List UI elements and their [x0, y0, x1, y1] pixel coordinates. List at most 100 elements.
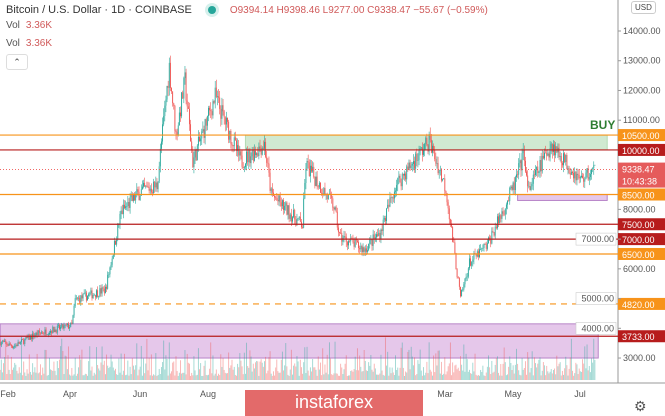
- candle-body: [287, 205, 289, 215]
- candle-body: [404, 173, 405, 176]
- candle-body: [437, 163, 439, 174]
- candle-body: [134, 193, 136, 201]
- candle-body: [492, 231, 494, 233]
- volume-bar: [554, 368, 556, 380]
- candle-body: [425, 137, 427, 145]
- volume-bar: [119, 372, 121, 380]
- volume-bar: [51, 370, 53, 380]
- candle-body: [153, 181, 155, 193]
- volume-bar: [256, 360, 258, 380]
- candle-body: [279, 195, 281, 203]
- candle-body: [376, 234, 377, 238]
- volume-bar: [499, 375, 501, 380]
- y-tick-label: 3000.00: [623, 353, 656, 363]
- volume-bar: [60, 346, 62, 380]
- volume-bar: [336, 373, 338, 380]
- volume-bar: [346, 375, 348, 380]
- volume-bar: [208, 374, 209, 380]
- candle-body: [92, 294, 94, 299]
- symbol-title[interactable]: Bitcoin / U.S. Dollar · 1D · COINBASE: [6, 4, 192, 16]
- candle-body: [448, 208, 450, 220]
- candle-body: [304, 182, 306, 199]
- volume-bar: [507, 374, 508, 380]
- currency-button[interactable]: USD: [631, 1, 656, 14]
- volume-bar: [364, 360, 366, 380]
- volume-bar: [104, 374, 106, 380]
- volume-bar: [152, 375, 153, 380]
- volume-bar: [97, 365, 99, 380]
- candle-body: [528, 185, 530, 187]
- volume-bar: [224, 372, 226, 380]
- candle-body: [333, 207, 335, 210]
- candle-body: [83, 292, 85, 295]
- candle-body: [435, 158, 437, 164]
- volume-bar: [8, 369, 10, 380]
- collapse-legend-button[interactable]: ⌃: [6, 54, 28, 70]
- candle-body: [250, 156, 252, 164]
- volume-bar: [92, 375, 94, 380]
- volume-bar: [201, 375, 203, 380]
- volume-bar: [574, 373, 576, 380]
- candle-body: [295, 219, 297, 226]
- candle-body: [510, 186, 512, 189]
- candle-body: [546, 152, 548, 156]
- candle-body: [551, 143, 553, 152]
- volume-bar: [572, 370, 573, 380]
- candle-body: [175, 130, 177, 132]
- volume-bar: [138, 369, 140, 380]
- candle-body: [464, 278, 466, 285]
- candle-body: [550, 143, 552, 149]
- volume-bar: [343, 369, 345, 380]
- market-status-icon: [207, 6, 216, 14]
- volume-bar: [337, 375, 339, 380]
- volume-bar: [252, 363, 254, 380]
- last-price-bg: [618, 162, 665, 188]
- candle-body: [427, 145, 429, 152]
- volume-bar: [147, 370, 149, 380]
- volume-bar: [479, 375, 480, 380]
- candle-body: [100, 288, 102, 294]
- gear-icon[interactable]: ⚙: [634, 398, 647, 414]
- volume-bar: [190, 375, 192, 380]
- candle-body: [498, 216, 500, 223]
- volume-bar: [496, 356, 498, 380]
- candle-body: [362, 247, 364, 253]
- volume-bar: [34, 367, 36, 380]
- volume-bar: [432, 375, 433, 380]
- volume-bar: [40, 364, 41, 380]
- volume-bar: [328, 342, 330, 380]
- volume-bar: [167, 375, 169, 380]
- volume-bar: [99, 370, 101, 380]
- volume-bar: [181, 373, 183, 380]
- candle-body: [177, 125, 179, 135]
- candle-body: [519, 160, 521, 164]
- volume-bar: [64, 355, 66, 380]
- volume-bar: [122, 370, 124, 380]
- candle-body: [418, 149, 420, 161]
- candle-body: [160, 141, 162, 149]
- volume-bar: [398, 375, 400, 380]
- volume-bar: [52, 370, 54, 380]
- volume-bar: [533, 357, 535, 380]
- volume-bar: [391, 367, 393, 380]
- candle-body: [359, 248, 361, 250]
- candle-body: [182, 92, 184, 99]
- volume-bar: [567, 375, 569, 380]
- volume-bar: [307, 370, 309, 380]
- candle-body: [433, 145, 435, 151]
- candle-body: [140, 189, 142, 196]
- candle-body: [199, 136, 200, 142]
- volume-bar: [576, 364, 578, 380]
- level-label: 10000.00: [622, 146, 660, 156]
- volume-bar: [312, 359, 314, 380]
- candle-body: [527, 175, 529, 187]
- candle-body: [368, 243, 370, 251]
- candle-body: [420, 147, 422, 149]
- volume-bar: [381, 370, 383, 380]
- volume-bar: [191, 372, 193, 380]
- volume-bar: [197, 348, 199, 380]
- volume-bar: [376, 374, 377, 380]
- volume-bar: [106, 354, 108, 380]
- candle-body: [405, 173, 407, 180]
